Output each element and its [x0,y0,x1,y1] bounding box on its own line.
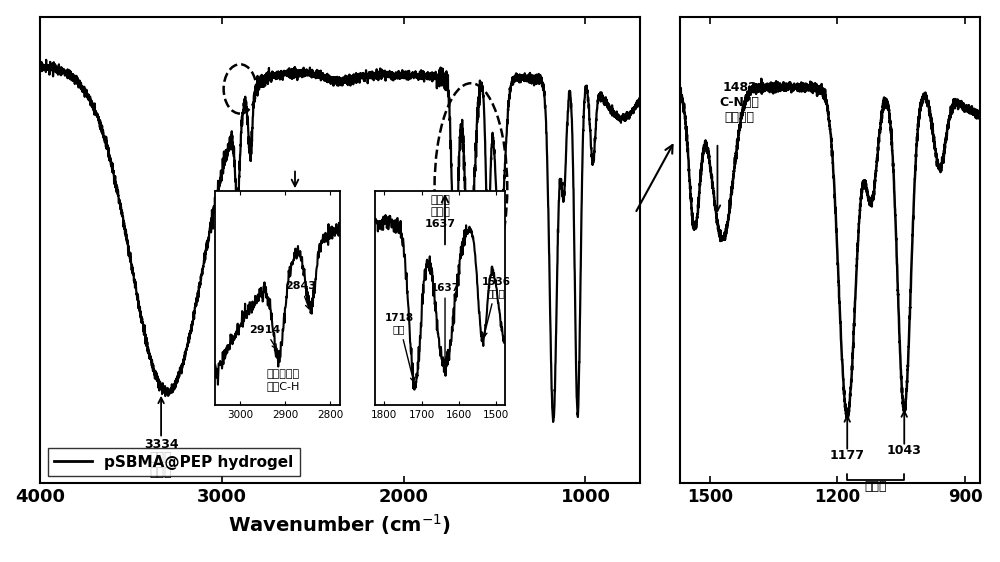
Text: 2914: 2914 [249,324,280,349]
Text: 磺酸根: 磺酸根 [864,480,887,493]
Text: 1043: 1043 [887,444,922,457]
Text: 1637: 1637 [430,283,460,361]
Text: 1482
C-N伸缩
酰式结构: 1482 C-N伸缩 酰式结构 [720,81,760,124]
Text: 水峰和
酰胺键
1637: 水峰和 酰胺键 1637 [424,196,456,229]
Text: 2843: 2843 [285,281,316,309]
Text: 甲基、亚甲
基中C-H: 甲基、亚甲 基中C-H [266,369,299,391]
Text: 1718
酯键: 1718 酯键 [385,312,415,382]
Legend: pSBMA@PEP hydrogel: pSBMA@PEP hydrogel [48,448,300,475]
Text: 1536
酰胺键: 1536 酰胺键 [482,277,511,337]
Text: 水峰和
酰胺键: 水峰和 酰胺键 [150,451,172,479]
Text: 3334: 3334 [144,438,178,451]
Text: 1177: 1177 [830,449,865,462]
X-axis label: Wavenumber (cm$^{-1}$): Wavenumber (cm$^{-1}$) [228,512,452,537]
